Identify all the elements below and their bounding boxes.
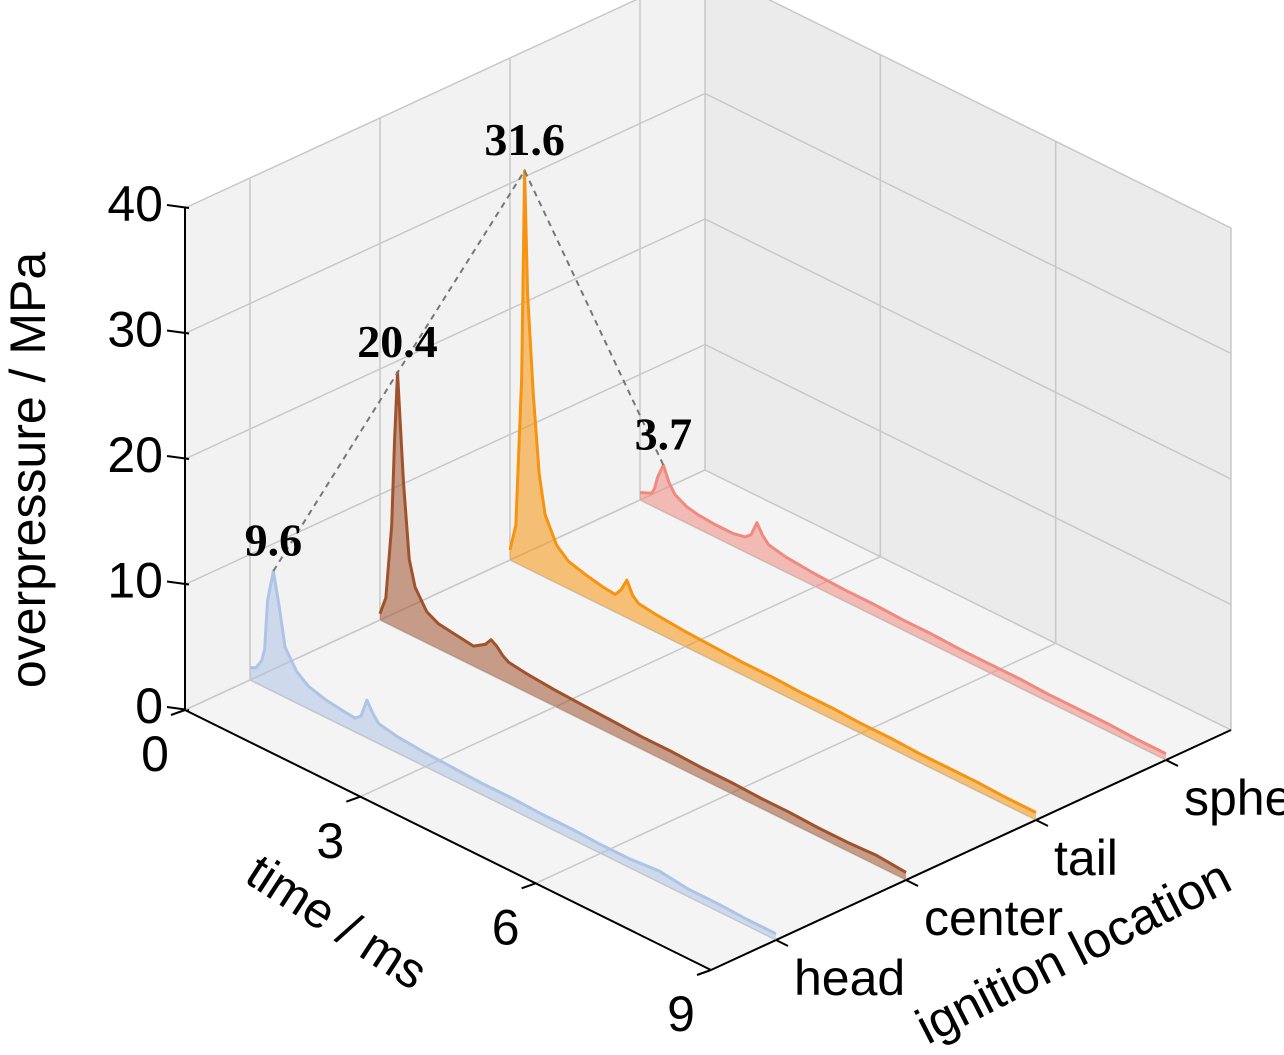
y-tick <box>905 879 919 887</box>
peak-label: 9.6 <box>245 515 303 566</box>
x-tick <box>696 969 712 976</box>
x-tick-label: 6 <box>492 900 520 956</box>
peak-label: 20.4 <box>357 316 438 367</box>
z-tick-label: 30 <box>107 302 163 358</box>
grid-line <box>535 642 1056 885</box>
z-axis-label: overpressure / MPa <box>0 252 56 688</box>
peak-label: 3.7 <box>635 409 693 460</box>
grid-line <box>704 218 1232 480</box>
grid-line <box>184 343 706 586</box>
grid-line <box>704 92 1232 355</box>
y-tick-label: center <box>924 890 1063 946</box>
axis-line <box>184 709 712 971</box>
axis-line <box>710 729 1232 971</box>
z-tick-label: 40 <box>107 176 163 232</box>
y-tick-label: sphere <box>1184 770 1284 826</box>
grid-line <box>704 469 1232 731</box>
grid-line <box>184 0 638 209</box>
grid-line <box>768 0 1232 229</box>
y-tick <box>1035 819 1049 827</box>
grid-line <box>704 343 1232 606</box>
z-tick <box>166 204 190 209</box>
series-line <box>378 371 907 874</box>
series-line <box>508 169 1037 814</box>
z-tick-label: 20 <box>107 427 163 483</box>
x-tick <box>521 882 537 890</box>
peak-label: 31.6 <box>484 114 565 165</box>
x-tick-label: 0 <box>141 726 169 782</box>
y-tick-label: tail <box>1054 830 1118 886</box>
series-area <box>640 465 1166 760</box>
grid-line <box>184 92 706 335</box>
x-tick <box>345 795 361 803</box>
y-tick <box>775 939 789 947</box>
y-tick <box>1165 759 1179 767</box>
series-line <box>639 463 1167 756</box>
peak-connector <box>272 168 665 572</box>
x-tick-label: 3 <box>316 813 344 869</box>
x-tick <box>170 709 186 716</box>
grid-line <box>184 218 706 460</box>
z-tick-label: 10 <box>107 553 163 609</box>
x-tick-label: 9 <box>667 986 695 1042</box>
grid-line <box>360 555 881 798</box>
y-tick-label: head <box>794 950 905 1006</box>
z-tick-label: 0 <box>135 678 163 734</box>
